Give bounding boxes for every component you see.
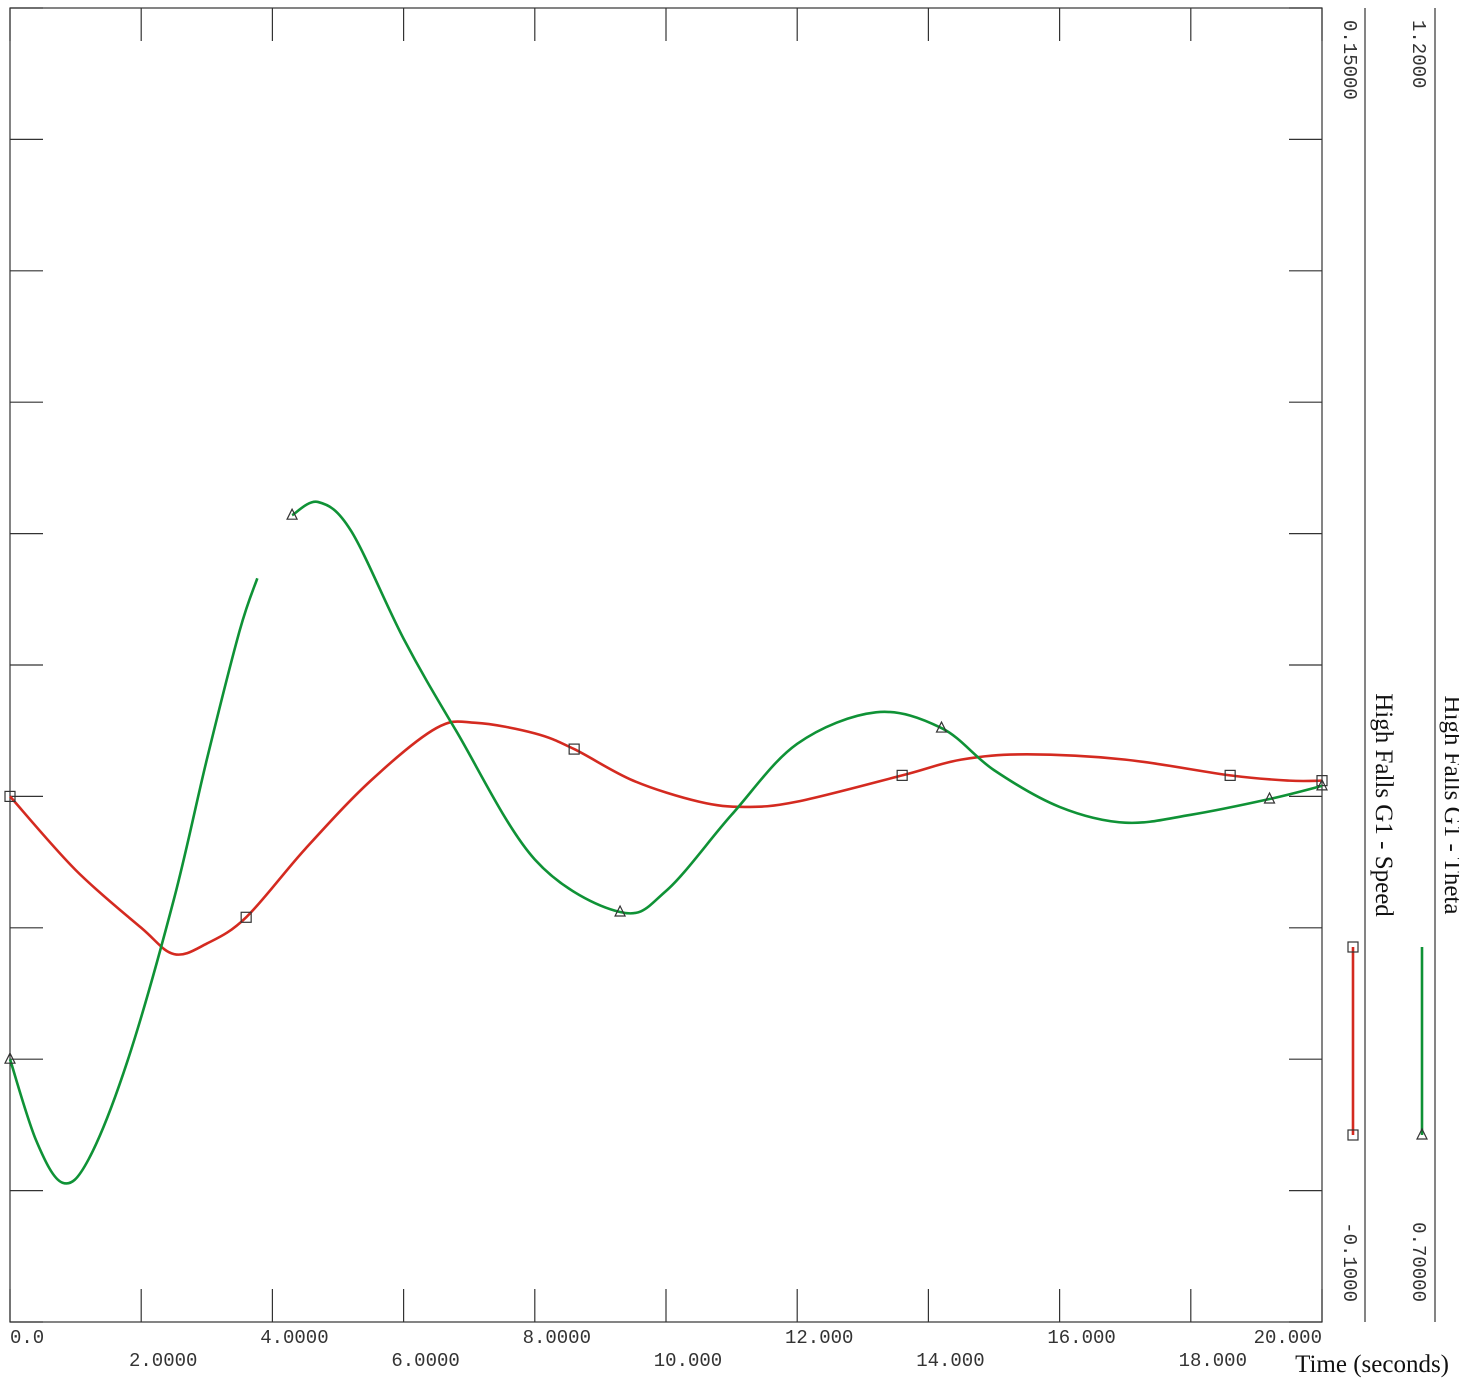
marker xyxy=(896,769,908,781)
marker xyxy=(568,743,580,755)
marker xyxy=(935,720,948,733)
x-tick-label: 12.000 xyxy=(785,1327,853,1349)
x-tick-label: 16.000 xyxy=(1047,1327,1115,1349)
y-axis-max-label: 0.15000 xyxy=(1338,20,1360,100)
marker xyxy=(286,507,299,520)
legend-marker xyxy=(1416,1127,1428,1140)
y2-axis-min-label: 0.70000 xyxy=(1407,1222,1429,1302)
y-axis-min-label: -0.1000 xyxy=(1338,1222,1360,1302)
x-tick-label: 8.0000 xyxy=(523,1327,591,1349)
marker xyxy=(240,911,252,923)
marker xyxy=(1316,775,1328,787)
legend-marker xyxy=(1347,941,1359,953)
marker xyxy=(614,904,627,917)
plot-frame xyxy=(9,7,1323,1323)
series-line xyxy=(8,500,1323,1185)
y2-axis-max-label: 1.2000 xyxy=(1407,20,1429,88)
legend-marker xyxy=(1347,1129,1359,1141)
x-tick-label: 14.000 xyxy=(916,1350,984,1372)
x-tick-label: 6.0000 xyxy=(391,1350,459,1372)
marker xyxy=(1263,791,1276,804)
x-tick-label: 20.000 xyxy=(1254,1327,1322,1349)
x-tick-label: 0.0 xyxy=(10,1327,44,1349)
marker xyxy=(4,1051,16,1064)
legend-label: High Falls G1 - Speed xyxy=(1370,693,1397,917)
marker xyxy=(1224,769,1236,781)
x-tick-label: 18.000 xyxy=(1179,1350,1247,1372)
series-line xyxy=(9,720,1323,956)
marker xyxy=(4,790,16,803)
x-tick-label: 4.0000 xyxy=(260,1327,328,1349)
x-tick-label: 2.0000 xyxy=(129,1350,197,1372)
x-axis-label: Time (seconds) xyxy=(1295,1351,1449,1378)
x-tick-label: 10.000 xyxy=(654,1350,722,1372)
marker xyxy=(1316,778,1328,791)
legend-label: High Falls G1 - Theta xyxy=(1439,696,1459,915)
